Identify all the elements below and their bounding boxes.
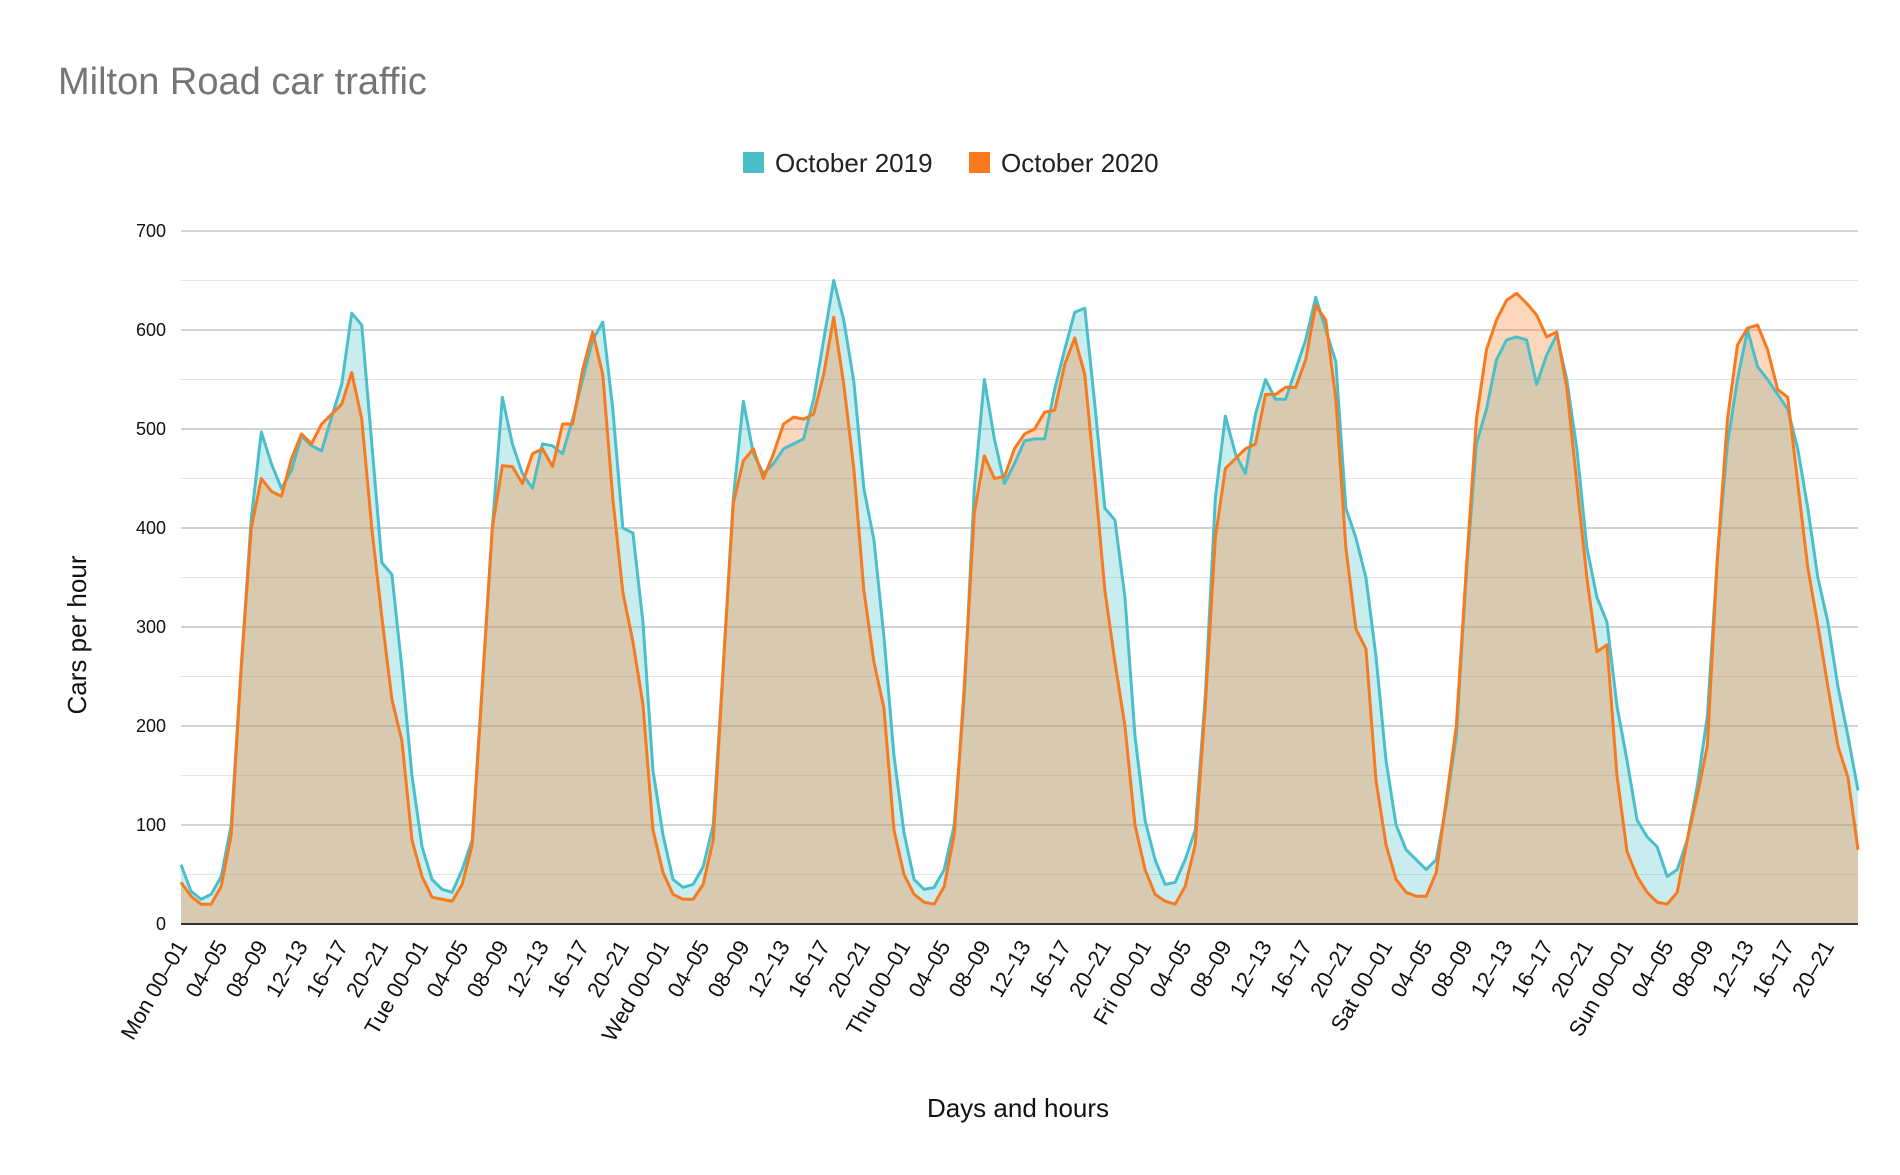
area-fill-2020 — [181, 293, 1858, 924]
area-fill-2019 — [181, 280, 1858, 924]
x-tick-label: 20–21 — [1787, 936, 1839, 1001]
series-line-2019 — [179, 279, 1860, 901]
y-tick-labels: 0 100 200 300 400 500 600 700 — [136, 221, 166, 934]
y-axis-title: Cars per hour — [62, 555, 92, 714]
y-tick-label: 700 — [136, 221, 166, 241]
legend-swatch-2020 — [969, 152, 990, 173]
x-axis-title: Days and hours — [927, 1093, 1109, 1123]
legend-label-2019: October 2019 — [775, 148, 933, 178]
series-line-2020 — [179, 291, 1860, 906]
legend-swatch-2019 — [743, 152, 764, 173]
gridlines — [181, 230, 1858, 875]
y-tick-label: 400 — [136, 518, 166, 538]
y-tick-label: 200 — [136, 716, 166, 736]
legend-label-2020: October 2020 — [1001, 148, 1159, 178]
y-tick-label: 500 — [136, 419, 166, 439]
y-tick-label: 600 — [136, 320, 166, 340]
y-tick-label: 0 — [156, 914, 166, 934]
legend: October 2019 October 2020 — [743, 148, 1159, 178]
y-tick-label: 300 — [136, 617, 166, 637]
chart-title: Milton Road car traffic — [58, 61, 427, 103]
y-tick-label: 100 — [136, 815, 166, 835]
series-areas — [179, 279, 1860, 924]
